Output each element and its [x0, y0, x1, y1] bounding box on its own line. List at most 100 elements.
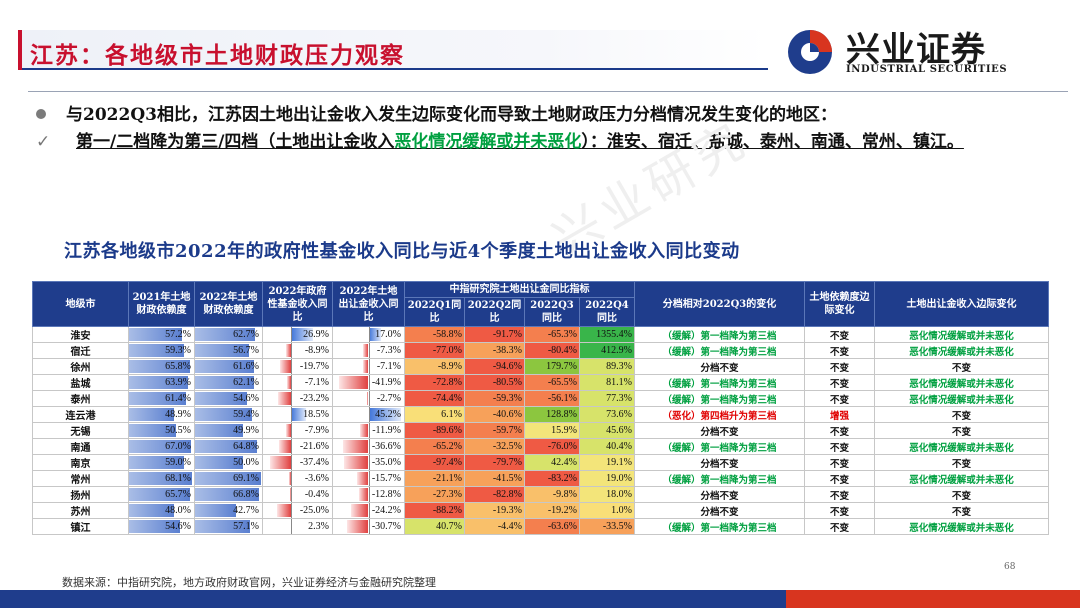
land-axis [368, 343, 370, 358]
fund-cell: -21.6% [262, 438, 333, 455]
divider [28, 91, 1068, 92]
dep2022-cell: 61.6% [194, 358, 263, 375]
fund-axis [290, 327, 292, 342]
dep2021-bar [129, 440, 192, 453]
dep2021-bar [129, 504, 174, 517]
dep2022-bar [195, 504, 236, 517]
q2-cell: -59.7% [464, 422, 525, 439]
q3-cell: 15.9% [524, 422, 580, 439]
fund-cell: -3.6% [262, 470, 333, 487]
edge-dep-cell: 增强 [804, 406, 875, 423]
land-axis [368, 391, 370, 406]
city-cell: 连云港 [32, 406, 129, 423]
q3-cell: -63.6% [524, 518, 580, 535]
dep2021-cell: 65.7% [128, 486, 195, 503]
fund-bar [286, 424, 291, 437]
land-bar [363, 344, 369, 357]
land-value: -2.7% [376, 393, 401, 404]
dep2022-value: 57.1% [233, 521, 259, 532]
brand-logo [784, 24, 1004, 76]
land-cell: 45.2% [332, 406, 405, 423]
edge-dep-cell: 不变 [804, 454, 875, 471]
dep2021-bar [129, 392, 186, 405]
header-land2022: 2022年土地出让金收入同比 [332, 281, 405, 327]
dep2022-bar [195, 472, 262, 485]
land-axis [368, 503, 370, 518]
dep2021-value: 59.3% [165, 345, 191, 356]
dep2021-value: 68.1% [165, 473, 191, 484]
q4-cell: 19.1% [579, 454, 635, 471]
q3-cell: -65.3% [524, 326, 580, 343]
table-row: 淮安 57.2% 62.7% 26.9% 17.0% -58.8% -91.7% -65.3%… [32, 326, 1049, 343]
dep2022-cell: 66.8% [194, 486, 263, 503]
dep2021-value: 61.4% [165, 393, 191, 404]
change-cell: 分档不变 [634, 502, 805, 519]
edge-dep-cell: 不变 [804, 390, 875, 407]
land-axis [368, 471, 370, 486]
edge-land-cell: 恶化情况缓解或并未恶化 [874, 438, 1049, 455]
q1-cell: -77.0% [404, 342, 465, 359]
header-group: 中指研究院土地出让金同比指标 [404, 281, 635, 298]
q2-cell: -19.3% [464, 502, 525, 519]
header-q4: 2022Q4同比 [579, 297, 635, 327]
fund-value: 26.9% [303, 329, 329, 340]
dep2022-cell: 64.8% [194, 438, 263, 455]
bullet-2: ✓ 第一/二档降为第三/四档（土地出让金收入恶化情况缓解或并未恶化）：淮安、宿迁… [36, 130, 1036, 154]
dep2022-value: 56.7% [233, 345, 259, 356]
dep2021-bar [129, 360, 191, 373]
edge-dep-cell: 不变 [804, 502, 875, 519]
check-icon: ✓ [36, 132, 51, 152]
q4-cell: 1355.4% [579, 326, 635, 343]
table-body: 淮安 57.2% 62.7% 26.9% 17.0% -58.8% -91.7% -65.3%… [32, 326, 1049, 535]
q3-cell: 42.4% [524, 454, 580, 471]
edge-land-cell: 恶化情况缓解或并未恶化 [874, 518, 1049, 535]
change-cell: （缓解）第一档降为第三档 [634, 342, 805, 359]
land-axis [368, 375, 370, 390]
edge-dep-cell: 不变 [804, 342, 875, 359]
dep2021-cell: 67.0% [128, 438, 195, 455]
city-cell: 苏州 [32, 502, 129, 519]
fund-cell: -8.9% [262, 342, 333, 359]
land-cell: -11.9% [332, 422, 405, 439]
dep2021-value: 63.9% [165, 377, 191, 388]
header-edge-dep: 土地依赖度边际变化 [804, 281, 875, 327]
q2-cell: -80.5% [464, 374, 525, 391]
edge-land-cell: 恶化情况缓解或并未恶化 [874, 470, 1049, 487]
q3-cell: -9.8% [524, 486, 580, 503]
q3-cell: 128.8% [524, 406, 580, 423]
table-row: 连云港 48.9% 59.4% 18.5% 45.2% 6.1% -40.6% 128.8% 7… [32, 406, 1049, 423]
city-cell: 徐州 [32, 358, 129, 375]
land-cell: -41.9% [332, 374, 405, 391]
change-cell: （缓解）第一档降为第三档 [634, 390, 805, 407]
bullet-1: 与2022Q3相比，江苏因土地出让金收入发生边际变化而导致土地财政压力分档情况发… [36, 100, 837, 125]
fund-value: -23.2% [299, 393, 329, 404]
land-value: -36.6% [371, 441, 401, 452]
land-bar [363, 360, 369, 373]
q1-cell: -97.4% [404, 454, 465, 471]
fund-cell: -25.0% [262, 502, 333, 519]
change-cell: （缓解）第一档降为第三档 [634, 470, 805, 487]
dep2022-bar [195, 344, 250, 357]
dep2021-cell: 65.8% [128, 358, 195, 375]
fund-axis [290, 359, 292, 374]
dep2022-value: 62.7% [233, 329, 259, 340]
land-bar [343, 456, 369, 469]
bullet-2-prefix: 第一/二档降为第三/四档（土地出让金收入 [76, 132, 395, 152]
q1-cell: -89.6% [404, 422, 465, 439]
land-cell: -24.2% [332, 502, 405, 519]
q1-cell: 6.1% [404, 406, 465, 423]
fund-value: -3.6% [304, 473, 329, 484]
q1-cell: -21.1% [404, 470, 465, 487]
dep2021-value: 59.0% [165, 457, 191, 468]
dep2021-bar [129, 456, 184, 469]
q2-cell: -94.6% [464, 358, 525, 375]
table-row: 泰州 61.4% 54.6% -23.2% -2.7% -74.4% -59.3% -56.1… [32, 390, 1049, 407]
fund-axis [290, 487, 292, 502]
edge-dep-cell: 不变 [804, 422, 875, 439]
land-cell: -15.7% [332, 470, 405, 487]
fund-value: -0.4% [304, 489, 329, 500]
land-cell: -35.0% [332, 454, 405, 471]
q2-cell: -38.3% [464, 342, 525, 359]
land-axis [368, 487, 370, 502]
dep2021-bar [129, 344, 185, 357]
